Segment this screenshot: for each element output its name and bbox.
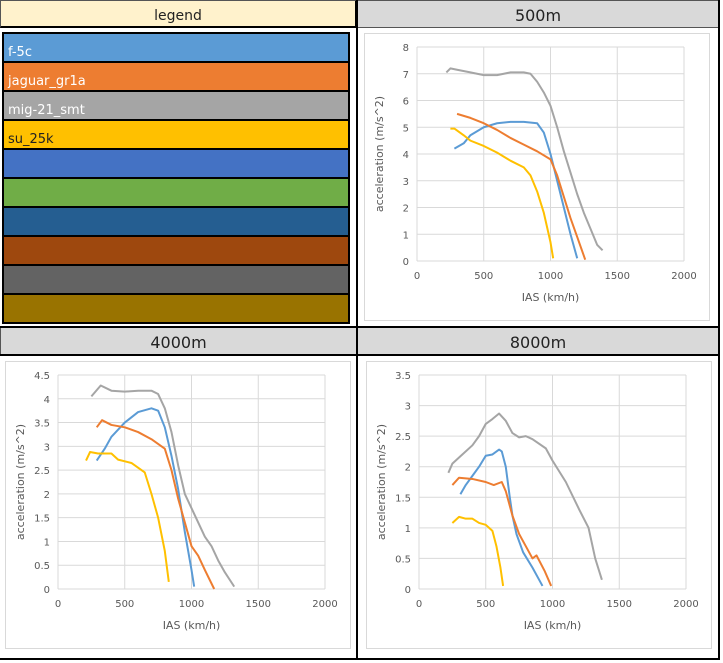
x-tick-label: 1000 [179,599,204,610]
legend-item [4,295,348,322]
legend-box: f-5c jaguar_gr1a mig-21_smt su_25k [2,32,350,324]
y-tick-label: 0 [405,585,411,596]
chart-title-4000m: 4000m [0,327,357,355]
x-axis-label: IAS (km/h) [524,619,582,632]
chart-title-500m: 500m [357,0,719,28]
y-tick-label: 4.5 [34,371,50,382]
chart-500m: 0 1 2 3 4 5 6 7 8 0 500 1000 1500 2000 IAS (km/h) accel… [364,33,710,321]
grid-divider [718,0,720,660]
y-tick-label: 1.5 [34,514,50,525]
y-tick-label: 3.5 [34,419,50,430]
x-tick-label: 2000 [673,599,698,610]
series-line-jaguar_gr1a [95,419,216,590]
x-tick-label: 1500 [246,599,271,610]
y-axis-label: acceleration (m/s^2) [373,96,386,212]
y-tick-label: 0.5 [34,561,50,572]
x-tick-label: 1500 [607,599,632,610]
legend-item [4,208,348,235]
x-tick-label: 500 [476,599,495,610]
chart-4000m: 0 0.5 1 1.5 2 2.5 3 3.5 4 4.5 0 500 1000 1500 2000 IAS … [5,361,351,649]
x-tick-label: 2000 [671,271,696,282]
legend-item [4,179,348,206]
series-line-f-5c [95,407,196,587]
y-tick-label: 3.5 [395,371,411,382]
y-tick-label: 1 [405,524,411,535]
y-tick-label: 3 [403,177,409,188]
y-tick-label: 2 [44,490,50,501]
series-line-jaguar_gr1a [451,476,553,587]
x-axis-label: IAS (km/h) [163,619,221,632]
y-tick-label: 2.5 [395,432,411,443]
grid-divider [0,354,720,356]
y-tick-label: 0 [403,257,409,268]
series-line-f-5c [459,448,544,587]
series-line-jaguar_gr1a [456,112,587,260]
y-tick-label: 4 [44,395,50,406]
y-tick-label: 2 [405,463,411,474]
x-tick-label: 1000 [540,599,565,610]
x-tick-label: 1000 [538,271,563,282]
y-tick-label: 0.5 [395,554,411,565]
series-line-su_25k [85,451,170,582]
x-tick-label: 500 [115,599,134,610]
series-line-mig-21_smt [90,384,236,588]
chart-title-8000m: 8000m [357,327,719,355]
y-tick-label: 3 [44,442,50,453]
legend-item: jaguar_gr1a [4,63,348,90]
legend-item: su_25k [4,121,348,148]
y-tick-label: 6 [403,97,409,108]
series-line-su_25k [450,127,555,259]
y-tick-label: 2 [403,204,409,215]
y-tick-label: 8 [403,43,409,54]
y-tick-label: 1 [44,537,50,548]
x-tick-label: 0 [416,599,422,610]
y-tick-label: 1 [403,230,409,241]
legend-item [4,237,348,264]
x-tick-label: 0 [55,599,61,610]
x-tick-label: 0 [414,271,420,282]
series-line-mig-21_smt [447,412,603,581]
chart-8000m: 0 0.5 1 1.5 2 2.5 3 3.5 0 500 1000 1500 2000 IAS (km/… [366,361,712,649]
series-line-su_25k [451,515,505,587]
y-axis-label: acceleration (m/s^2) [14,424,27,540]
x-tick-label: 500 [474,271,493,282]
y-tick-label: 4 [403,150,409,161]
y-tick-label: 5 [403,123,409,134]
x-axis-label: IAS (km/h) [522,291,580,304]
y-tick-label: 7 [403,70,409,81]
legend-item: f-5c [4,34,348,61]
y-tick-label: 1.5 [395,493,411,504]
legend-header: legend [0,0,357,28]
legend-item [4,266,348,293]
y-tick-label: 0 [44,585,50,596]
x-tick-label: 2000 [312,599,337,610]
legend-item: mig-21_smt [4,92,348,119]
y-tick-label: 3 [405,402,411,413]
y-tick-label: 2.5 [34,466,50,477]
x-tick-label: 1500 [605,271,630,282]
grid-divider [0,326,720,328]
legend-item [4,150,348,177]
grid-divider [356,0,358,660]
series-line-f-5c [453,120,579,259]
series-line-mig-21_smt [445,67,604,252]
grid-divider [0,658,720,660]
y-axis-label: acceleration (m/s^2) [375,424,388,540]
